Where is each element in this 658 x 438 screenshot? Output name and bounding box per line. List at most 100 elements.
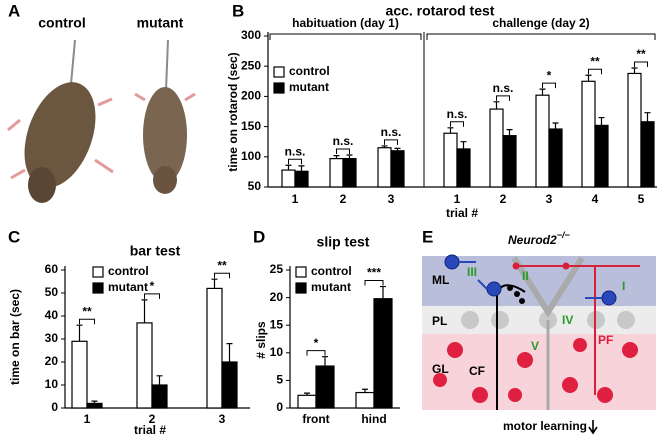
legend-label: control bbox=[289, 64, 330, 78]
y-tick-label: 150 bbox=[241, 119, 261, 133]
significance-bracket bbox=[384, 139, 398, 145]
y-tick-label: 10 bbox=[45, 377, 59, 391]
y-tick-label: 5 bbox=[276, 373, 283, 387]
panel-letter: E bbox=[422, 227, 433, 246]
y-tick-label: 10 bbox=[270, 345, 284, 359]
significance-bracket bbox=[79, 318, 95, 325]
y-tick-label: 60 bbox=[45, 262, 59, 276]
numeral: V bbox=[531, 339, 539, 353]
significance-label: n.s. bbox=[493, 81, 514, 95]
bar bbox=[136, 322, 153, 409]
x-tick-label: 2 bbox=[500, 192, 507, 206]
legend-label: control bbox=[311, 264, 352, 278]
numeral: II bbox=[522, 269, 529, 283]
panel-letter: C bbox=[8, 227, 20, 246]
group-label: challenge (day 2) bbox=[492, 16, 589, 30]
legend-label: mutant bbox=[311, 280, 351, 294]
diagram-superscript: −/− bbox=[557, 230, 571, 240]
error-bar bbox=[552, 122, 559, 130]
diagram-title-text: Neurod2 bbox=[508, 233, 557, 247]
layer-label: PL bbox=[432, 314, 447, 328]
y-tick-label: 20 bbox=[45, 354, 59, 368]
photo-label: mutant bbox=[137, 15, 184, 31]
legend-swatch bbox=[92, 282, 104, 294]
significance-label: n.s. bbox=[447, 107, 468, 121]
bar bbox=[373, 298, 393, 409]
y-tick-label: 200 bbox=[241, 89, 261, 103]
significance-bracket bbox=[496, 95, 510, 101]
numeral: IV bbox=[562, 313, 573, 327]
bar bbox=[86, 402, 103, 409]
x-tick-label: hind bbox=[361, 412, 386, 426]
significance-bracket bbox=[336, 148, 350, 154]
bar bbox=[151, 384, 168, 409]
legend-swatch bbox=[273, 66, 285, 78]
bar bbox=[390, 150, 405, 188]
significance-label: n.s. bbox=[285, 144, 306, 158]
bar bbox=[377, 147, 392, 188]
x-tick-label: 3 bbox=[546, 192, 553, 206]
panel-letter: B bbox=[232, 1, 244, 20]
error-bar bbox=[333, 154, 340, 159]
mouse-photo bbox=[134, 39, 196, 194]
significance-bracket bbox=[588, 68, 602, 75]
significance-label: ** bbox=[217, 258, 227, 272]
error-bar bbox=[460, 141, 467, 149]
bar bbox=[535, 94, 550, 188]
diagram-title: Neurod2−/− bbox=[508, 230, 570, 247]
error-bar bbox=[539, 88, 546, 96]
fiber-label: CF bbox=[469, 364, 485, 378]
significance-bracket bbox=[214, 272, 230, 279]
legend-swatch bbox=[92, 266, 104, 278]
x-tick-label: 2 bbox=[149, 412, 156, 426]
fiber-label: PF bbox=[598, 333, 613, 347]
significance-label: * bbox=[547, 68, 552, 82]
group-label: habituation (day 1) bbox=[292, 16, 399, 30]
bar bbox=[489, 108, 504, 188]
bar bbox=[594, 124, 609, 188]
bar bbox=[329, 158, 344, 188]
numeral: I bbox=[622, 279, 625, 293]
significance-label: ** bbox=[82, 304, 92, 318]
error-bar bbox=[380, 285, 386, 299]
diagram: Neurod2−/− ML PL GL III II I IV V CF PF … bbox=[422, 230, 656, 435]
legend-label: mutant bbox=[289, 80, 329, 94]
y-tick-label: 40 bbox=[45, 308, 59, 322]
y-tick-label: 50 bbox=[45, 285, 59, 299]
error-bar bbox=[322, 356, 328, 367]
bar bbox=[342, 158, 357, 188]
error-bar bbox=[447, 127, 454, 134]
error-bar bbox=[631, 67, 638, 74]
group-bracket bbox=[269, 33, 422, 40]
legend-swatch bbox=[295, 282, 307, 294]
error-bar bbox=[381, 145, 388, 148]
group-bracket bbox=[426, 33, 656, 40]
significance-label: n.s. bbox=[333, 134, 354, 148]
legend-swatch bbox=[273, 82, 285, 94]
bar bbox=[206, 287, 223, 409]
legend-label: mutant bbox=[108, 280, 148, 294]
error-bar bbox=[506, 129, 513, 136]
significance-bracket bbox=[364, 280, 384, 286]
significance-bracket bbox=[542, 82, 556, 89]
y-tick-label: 0 bbox=[276, 400, 283, 414]
significance-bracket bbox=[306, 350, 326, 356]
error-bar bbox=[644, 112, 651, 122]
y-axis-label: time on bar (sec) bbox=[8, 289, 22, 385]
y-tick-label: 15 bbox=[270, 317, 284, 331]
bar bbox=[281, 169, 296, 188]
significance-label: ** bbox=[636, 47, 646, 61]
x-tick-label: 1 bbox=[84, 412, 91, 426]
y-tick-label: 50 bbox=[248, 179, 262, 193]
x-tick-label: 1 bbox=[454, 192, 461, 206]
significance-label: ** bbox=[590, 54, 600, 68]
error-bar bbox=[91, 400, 98, 404]
error-bar bbox=[585, 74, 592, 82]
x-axis-label: trial # bbox=[134, 423, 166, 437]
error-bar bbox=[211, 278, 218, 289]
x-tick-label: 3 bbox=[388, 192, 395, 206]
y-tick-label: 25 bbox=[270, 262, 284, 276]
mouse-photo bbox=[7, 39, 114, 203]
y-tick-label: 300 bbox=[241, 28, 261, 42]
error-bar bbox=[226, 343, 233, 362]
